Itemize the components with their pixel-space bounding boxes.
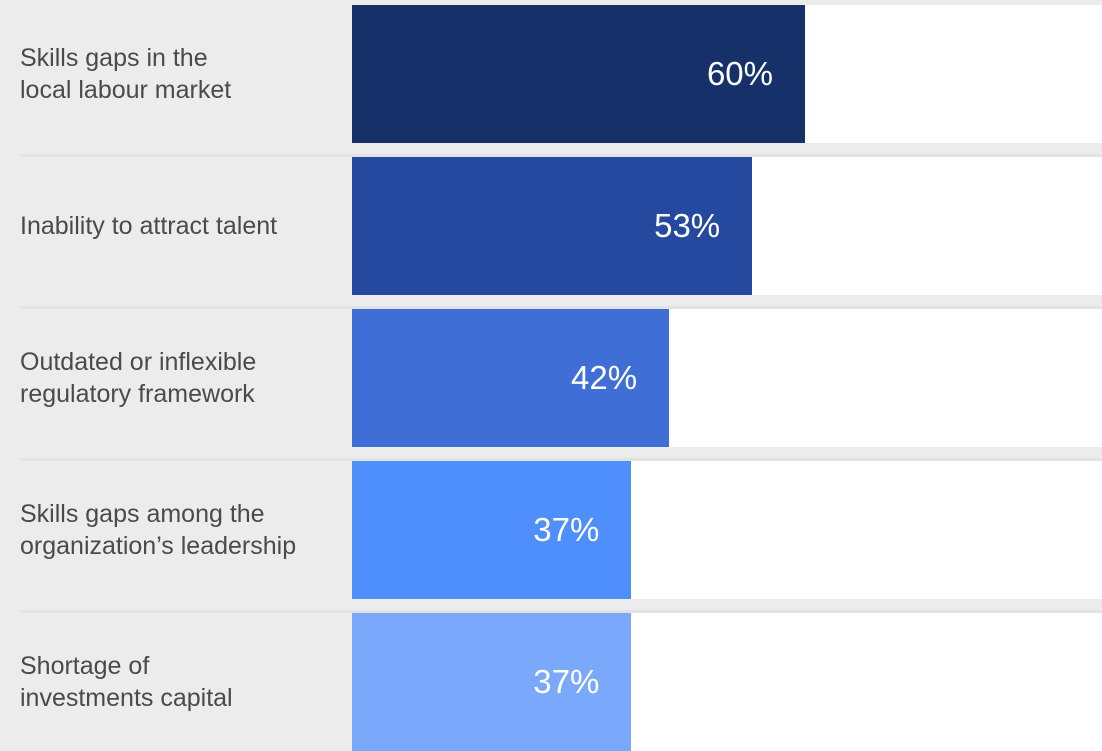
bar-row: Skills gaps among the organization’s lea… <box>0 458 1102 599</box>
data-label: 53% <box>654 207 721 244</box>
row-divider <box>20 610 1102 613</box>
category-label: Skills gaps among the organization’s lea… <box>20 500 297 560</box>
bar-row: Skills gaps in the local labour market 60… <box>0 5 1102 143</box>
row-divider <box>20 458 1102 461</box>
data-label: 37% <box>533 511 600 548</box>
bar <box>352 461 632 599</box>
bar-row: Outdated or inflexible regulatory framew… <box>0 306 1102 447</box>
bar <box>352 309 670 447</box>
bar-row: Shortage of investments capital 37% <box>0 610 1102 751</box>
bar <box>352 5 805 143</box>
data-label: 37% <box>533 663 600 700</box>
category-label: Skills gaps in the local labour market <box>20 44 232 104</box>
bar <box>352 157 753 295</box>
category-label: Outdated or inflexible regulatory framew… <box>20 348 257 408</box>
bar-row: Inability to attract talent 53% <box>0 154 1102 295</box>
category-label: Inability to attract talent <box>20 212 278 240</box>
data-label: 60% <box>706 55 773 92</box>
bar <box>352 613 632 751</box>
row-divider <box>20 154 1102 157</box>
data-label: 42% <box>571 359 638 396</box>
category-label: Shortage of investments capital <box>20 652 233 712</box>
row-divider <box>20 306 1102 309</box>
